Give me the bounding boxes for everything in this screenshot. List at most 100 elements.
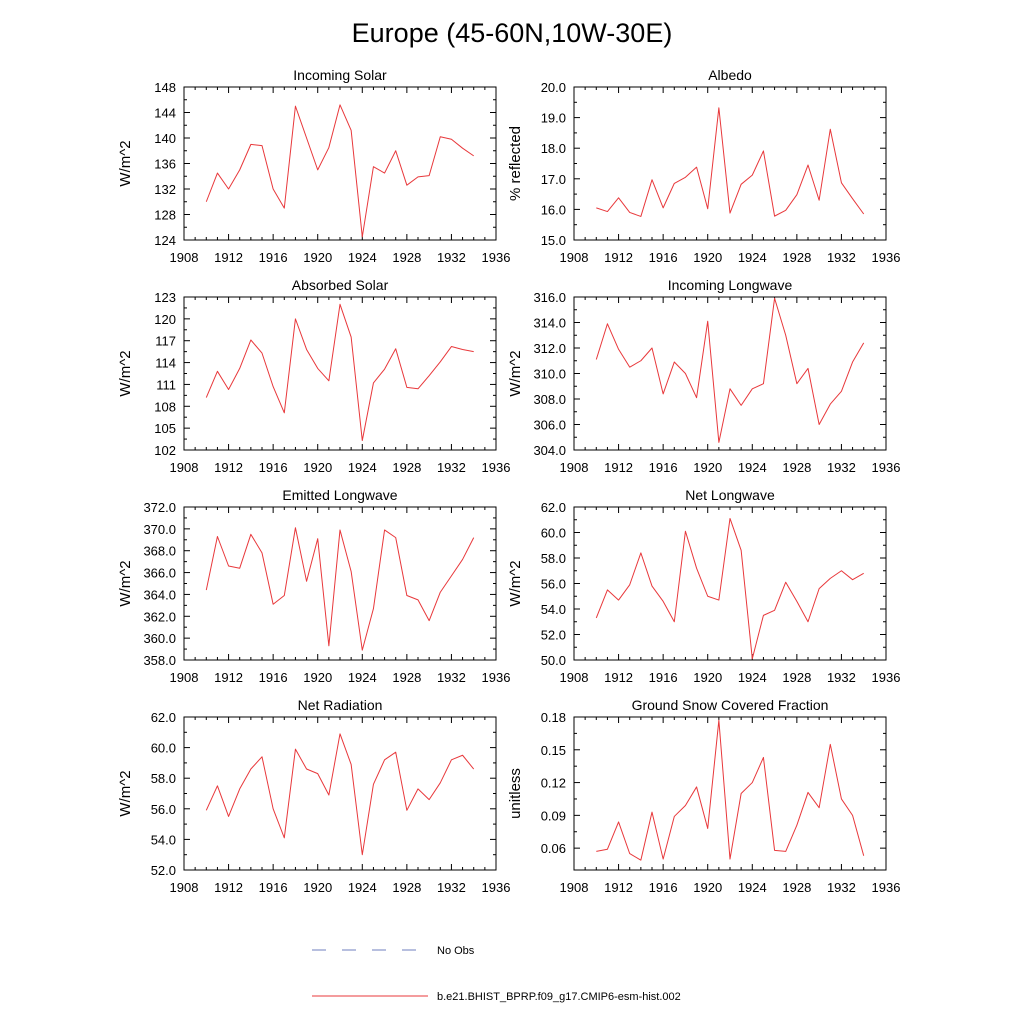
x-tick-label: 1928 — [782, 880, 811, 895]
x-tick-label: 1924 — [738, 670, 767, 685]
x-tick-label: 1916 — [259, 460, 288, 475]
y-tick-label: 0.15 — [541, 743, 566, 758]
y-axis-label: W/m^2 — [507, 560, 524, 606]
x-tick-label: 1932 — [437, 460, 466, 475]
x-tick-label: 1928 — [392, 670, 421, 685]
y-tick-label: 19.0 — [541, 111, 566, 126]
x-tick-label: 1928 — [392, 250, 421, 265]
y-tick-label: 314.0 — [533, 316, 566, 331]
y-tick-label: 316.0 — [533, 290, 566, 305]
y-axis-label: W/m^2 — [507, 350, 524, 396]
x-tick-label: 1936 — [872, 880, 901, 895]
y-tick-label: 364.0 — [143, 587, 176, 602]
x-tick-label: 1920 — [693, 880, 722, 895]
y-tick-label: 370.0 — [143, 522, 176, 537]
x-tick-label: 1916 — [259, 250, 288, 265]
y-tick-label: 360.0 — [143, 631, 176, 646]
x-tick-label: 1920 — [303, 460, 332, 475]
y-tick-label: 372.0 — [143, 500, 176, 515]
y-tick-label: 132 — [154, 182, 176, 197]
y-tick-label: 17.0 — [541, 172, 566, 187]
plot-frame — [573, 86, 887, 241]
panel-title: Ground Snow Covered Fraction — [632, 697, 829, 713]
panel-title: Emitted Longwave — [282, 487, 397, 503]
x-tick-label: 1936 — [482, 670, 511, 685]
x-tick-label: 1924 — [738, 250, 767, 265]
series-line — [205, 104, 474, 238]
panel-incoming-longwave: Incoming Longwave W/m^2 1908 1912 1916 1920 19… — [507, 277, 900, 475]
y-tick-label: 102 — [154, 443, 176, 458]
x-tick-label: 1912 — [214, 670, 243, 685]
panels: Incoming Solar W/m^2 1908 1912 1916 1920 1924 1… — [117, 67, 900, 895]
legend-label-no-obs: No Obs — [437, 945, 475, 957]
panel-net-longwave: Net Longwave W/m^2 1908 1912 1916 1920 1924 192… — [507, 487, 900, 685]
y-tick-label: 136 — [154, 157, 176, 172]
x-tick-label: 1932 — [437, 670, 466, 685]
x-tick-label: 1916 — [649, 670, 678, 685]
y-tick-label: 52.0 — [151, 863, 176, 878]
x-tick-label: 1924 — [348, 670, 377, 685]
y-axis-label: W/m^2 — [117, 560, 134, 606]
series-line — [205, 303, 474, 442]
x-tick-label: 1908 — [170, 880, 199, 895]
y-tick-label: 0.18 — [541, 710, 566, 725]
x-tick-label: 1924 — [348, 250, 377, 265]
panel-net-radiation: Net Radiation W/m^2 1908 1912 1916 1920 1924 19… — [117, 697, 510, 895]
y-axis-label: % reflected — [507, 126, 524, 201]
y-tick-label: 52.0 — [541, 628, 566, 643]
panel-incoming-solar: Incoming Solar W/m^2 1908 1912 1916 1920 1924 1… — [117, 67, 510, 265]
y-tick-label: 124 — [154, 233, 176, 248]
x-tick-label: 1908 — [170, 670, 199, 685]
plot-frame — [573, 296, 887, 451]
series-line — [595, 297, 865, 443]
x-tick-label: 1920 — [693, 250, 722, 265]
y-tick-label: 105 — [154, 421, 176, 436]
plot-frame — [183, 296, 497, 451]
x-tick-label: 1908 — [170, 250, 199, 265]
y-tick-label: 358.0 — [143, 653, 176, 668]
x-tick-label: 1916 — [259, 880, 288, 895]
x-tick-label: 1920 — [693, 460, 722, 475]
panel-absorbed-solar: Absorbed Solar W/m^2 1908 1912 1916 1920 1924 1… — [117, 277, 510, 475]
y-tick-label: 50.0 — [541, 653, 566, 668]
series-line — [595, 517, 864, 660]
y-tick-label: 16.0 — [541, 202, 566, 217]
y-tick-label: 15.0 — [541, 233, 566, 248]
y-tick-label: 312.0 — [533, 341, 566, 356]
x-tick-label: 1920 — [303, 880, 332, 895]
y-axis-label: W/m^2 — [117, 140, 134, 186]
y-tick-label: 120 — [154, 312, 176, 327]
series-line — [596, 107, 865, 217]
x-tick-label: 1924 — [738, 880, 767, 895]
y-tick-label: 117 — [155, 334, 176, 349]
y-axis-label: W/m^2 — [117, 350, 134, 396]
legend-label-model: b.e21.BHIST_BPRP.f09_g17.CMIP6-esm-hist.… — [437, 991, 681, 1003]
panel-title: Incoming Solar — [293, 67, 387, 83]
panel-title: Incoming Longwave — [668, 277, 793, 293]
y-tick-label: 18.0 — [541, 141, 566, 156]
x-tick-label: 1908 — [560, 460, 589, 475]
y-tick-label: 368.0 — [143, 544, 176, 559]
y-tick-label: 0.09 — [541, 808, 566, 823]
y-axis-label: W/m^2 — [117, 770, 134, 816]
x-tick-label: 1928 — [392, 460, 421, 475]
y-tick-label: 60.0 — [541, 526, 566, 541]
x-tick-label: 1912 — [604, 250, 633, 265]
plot-frame — [573, 506, 887, 661]
x-tick-label: 1916 — [649, 250, 678, 265]
x-tick-label: 1932 — [827, 880, 856, 895]
x-tick-label: 1912 — [214, 250, 243, 265]
x-tick-label: 1928 — [782, 250, 811, 265]
x-tick-label: 1932 — [827, 460, 856, 475]
y-tick-label: 306.0 — [533, 418, 566, 433]
x-tick-label: 1920 — [303, 250, 332, 265]
x-tick-label: 1912 — [604, 670, 633, 685]
y-tick-label: 144 — [154, 106, 176, 121]
x-tick-label: 1928 — [782, 460, 811, 475]
x-tick-label: 1912 — [604, 880, 633, 895]
y-tick-label: 123 — [154, 290, 176, 305]
panel-title: Net Longwave — [685, 487, 775, 503]
panel-title: Absorbed Solar — [292, 277, 389, 293]
x-tick-label: 1916 — [259, 670, 288, 685]
